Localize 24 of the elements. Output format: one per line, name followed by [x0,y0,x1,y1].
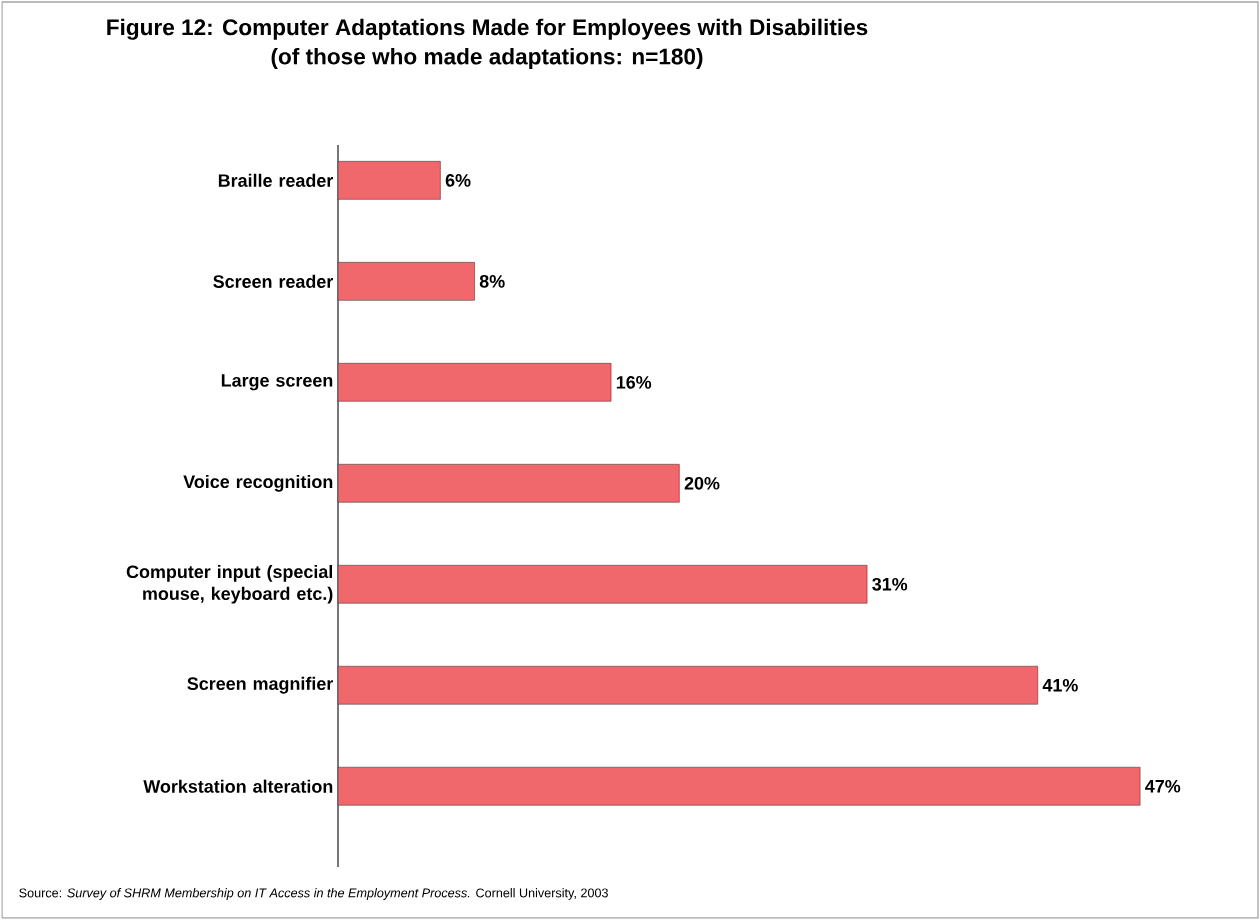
y-tick-label: Screen magnifier [187,676,334,694]
y-tick-label: Computer input (special mouse, keyboard etc.) [126,564,333,604]
y-tick-label: Voice recognition [183,474,333,492]
data-label: 41% [1042,678,1078,692]
source-note: Source: Survey of SHRM Membership on IT Access in the Employment Process. Cornell University, 2003 [19,888,608,900]
bar [337,161,441,200]
bar [337,262,475,301]
bar [337,363,612,402]
bar [337,766,1141,806]
y-tick-label: Braille reader [218,173,334,187]
bar [337,464,680,503]
data-label: 31% [872,577,908,591]
data-label: 8% [479,274,505,288]
y-tick-label: Large screen [221,374,333,391]
data-label: 16% [616,375,652,389]
y-tick-label: Screen reader [213,274,334,288]
data-label: 20% [684,476,720,490]
bar [337,665,1038,705]
bar [337,565,868,604]
chart-subtitle: (of those who made adaptations: n=180) [271,47,703,69]
data-label: 6% [445,174,471,187]
chart-title: Figure 12: Computer Adaptations Made for Employees with Disabilities [107,18,868,40]
data-label: 47% [1145,779,1181,793]
y-tick-label: Workstation alteration [143,779,333,793]
